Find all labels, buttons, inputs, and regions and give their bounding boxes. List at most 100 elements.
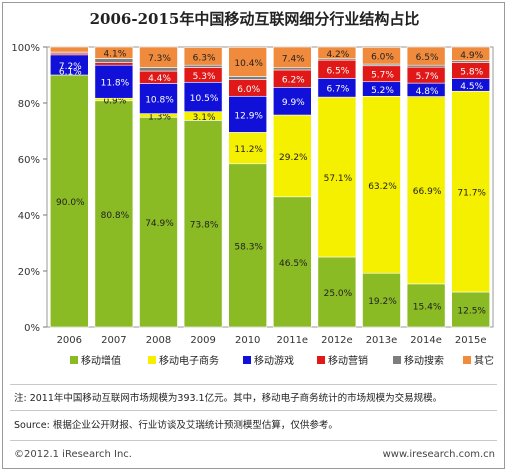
data-label: 4.9% — [460, 51, 483, 61]
divider-top — [10, 384, 497, 385]
y-tick-label: 20% — [18, 267, 40, 278]
bar-segment — [183, 47, 223, 66]
note-text: 注: 2011年中国移动互联网市场规模为393.1亿元。其中，移动电子商务统计的… — [14, 393, 443, 404]
legend-label: 移动搜索 — [404, 354, 444, 367]
data-label: 1.3% — [148, 112, 171, 122]
data-label: 5.3% — [193, 72, 216, 82]
bar-segment — [406, 283, 446, 328]
bar-segment — [139, 67, 178, 72]
data-label: 25.0% — [324, 289, 353, 299]
data-label: 4.8% — [416, 87, 439, 97]
bar-segment — [228, 163, 267, 328]
bar-segment — [317, 96, 357, 258]
bar-segment — [228, 132, 267, 165]
bar-segment — [317, 46, 357, 60]
data-label: 74.9% — [145, 219, 174, 229]
x-tick-label: 2014e — [410, 335, 442, 346]
legend-swatch — [393, 356, 401, 364]
bar-segment — [94, 62, 134, 66]
data-label: 10.4% — [234, 59, 263, 69]
divider-middle — [10, 410, 497, 411]
data-label: 15.4% — [413, 302, 442, 312]
bar-segment — [94, 64, 134, 99]
bar-segment — [139, 46, 178, 68]
bar-segment — [362, 272, 401, 328]
y-tick-label: 80% — [18, 99, 40, 110]
data-label: 6.0% — [237, 85, 260, 95]
data-label: 7.3% — [148, 54, 171, 64]
copyright-text: ©2012.1 iResearch Inc. — [14, 449, 132, 460]
data-label: 11.8% — [101, 79, 130, 89]
x-tick-label: 2012e — [321, 335, 353, 346]
data-label: 80.8% — [101, 211, 130, 221]
data-label: 58.3% — [234, 242, 263, 252]
data-label: 4.1% — [103, 50, 126, 60]
data-label: 3.1% — [193, 113, 216, 123]
data-label: 6.7% — [326, 85, 349, 95]
data-label: 11.2% — [234, 145, 263, 155]
bar-segment — [49, 46, 89, 53]
data-label: 90.0% — [56, 198, 85, 208]
legend-swatch — [317, 356, 325, 364]
x-tick-label: 2008 — [146, 335, 171, 346]
legend-swatch — [243, 356, 251, 364]
bar-segment — [406, 96, 446, 285]
bar-segment — [317, 256, 357, 328]
bar-segment — [139, 116, 178, 328]
data-label: 7.2% — [59, 62, 82, 72]
source-text: Source: 根据企业公开财报、行业访谈及艾瑞统计预测模型估算，仅供参考。 — [14, 420, 338, 431]
bar-segment — [451, 46, 491, 62]
bar-segment — [406, 46, 446, 66]
bar-segment — [228, 95, 267, 133]
data-label: 5.2% — [371, 86, 394, 96]
bar-segment — [139, 83, 178, 114]
data-label: 6.0% — [371, 53, 394, 63]
x-tick-label: 2013e — [366, 335, 398, 346]
data-label: 5.7% — [416, 72, 439, 82]
bar-segment — [49, 74, 89, 328]
bar-segment — [183, 120, 223, 328]
bar-segment — [272, 67, 312, 71]
legend-swatch — [70, 356, 78, 364]
legend-label: 其它 — [474, 354, 494, 367]
x-tick-label: 2009 — [190, 335, 215, 346]
divider-bottom — [10, 440, 497, 441]
bar-segment — [228, 46, 267, 77]
data-label: 29.2% — [279, 153, 308, 163]
bar-segment — [183, 81, 223, 112]
data-label: 7.4% — [282, 54, 305, 64]
bar-segment — [451, 291, 491, 328]
bar-segment — [228, 76, 267, 80]
legend-swatch — [148, 356, 156, 364]
bar-segment — [451, 90, 491, 293]
data-label: 6.1% — [59, 68, 82, 78]
data-label: 66.9% — [413, 187, 442, 197]
bar-segment — [272, 114, 312, 198]
legend-label: 移动游戏 — [254, 354, 294, 367]
bar-segment — [183, 64, 223, 68]
x-tick-label: 2007 — [101, 335, 126, 346]
data-label: 4.4% — [148, 74, 171, 84]
data-label: 19.2% — [368, 297, 397, 307]
bar-segment — [272, 196, 312, 328]
bar-segment — [362, 95, 401, 274]
data-label: 5.8% — [460, 68, 483, 78]
x-tick-label: 2006 — [57, 335, 82, 346]
data-label: 4.2% — [326, 50, 349, 60]
data-label: 6.5% — [326, 66, 349, 76]
data-label: 6.5% — [416, 53, 439, 63]
data-label: 57.1% — [324, 174, 353, 184]
data-label: 12.5% — [457, 307, 486, 317]
data-label: 63.2% — [368, 182, 397, 192]
bar-segment — [272, 87, 312, 116]
data-label: 6.2% — [282, 76, 305, 86]
data-label: 9.9% — [282, 98, 305, 108]
bar-segment — [362, 46, 401, 65]
y-tick-label: 0% — [24, 323, 40, 334]
data-label: 10.8% — [145, 96, 174, 106]
data-label: 6.3% — [193, 53, 216, 63]
bar-segment — [94, 100, 134, 328]
data-label: 73.8% — [190, 221, 219, 231]
x-tick-label: 2011e — [276, 335, 308, 346]
